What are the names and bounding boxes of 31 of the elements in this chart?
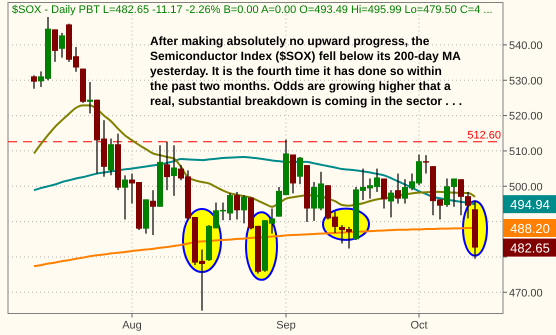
candlestick (59, 32, 65, 58)
text: 488.20 (510, 220, 550, 236)
candlestick (388, 190, 394, 218)
candlestick (241, 194, 247, 224)
ref-line-label: 512.60 (467, 130, 501, 142)
annotation: After making absolutely no upward progress, the Semiconductor Index ($SOX) fell below its 200-day MA yesterday. It is the fourth time it has done so within the past two months. Odds are growing higher that a real, substantial breakdown is coming in the sector . . . (150, 34, 462, 108)
line-series (33, 156, 476, 206)
candlestick (31, 74, 37, 90)
candlestick (87, 81, 93, 114)
chart-title: $SOX - Daily PBT L=482.65 -11.17 -2.26% B=0.00 A=0.00 O=493.49 Hi=495.99 Lo=479.50 C=4 ... (12, 4, 493, 16)
y-tick-label: 470.00 (509, 287, 543, 300)
candlestick (52, 28, 58, 62)
text: 482.65 (510, 240, 550, 256)
y-tick-label: 540.00 (509, 40, 543, 52)
x-tick-label: Oct (410, 320, 428, 332)
candlestick (122, 174, 128, 220)
y-tick-label: 510.00 (509, 146, 543, 158)
y-tick-label: 530.00 (509, 75, 543, 88)
text: 494.94 (510, 197, 550, 212)
candlestick (423, 154, 429, 174)
candlestick (395, 172, 401, 204)
x-tick-label: Sep (276, 320, 296, 332)
candlestick (381, 178, 387, 210)
y-tick-label: 520.00 (509, 110, 543, 123)
candlestick (164, 141, 170, 191)
candlestick (234, 191, 240, 220)
x-tick-label: Aug (122, 320, 142, 332)
candlestick (297, 156, 303, 185)
candlestick (171, 144, 177, 196)
candlestick (150, 190, 156, 236)
y-tick-label: 500.00 (509, 181, 543, 194)
